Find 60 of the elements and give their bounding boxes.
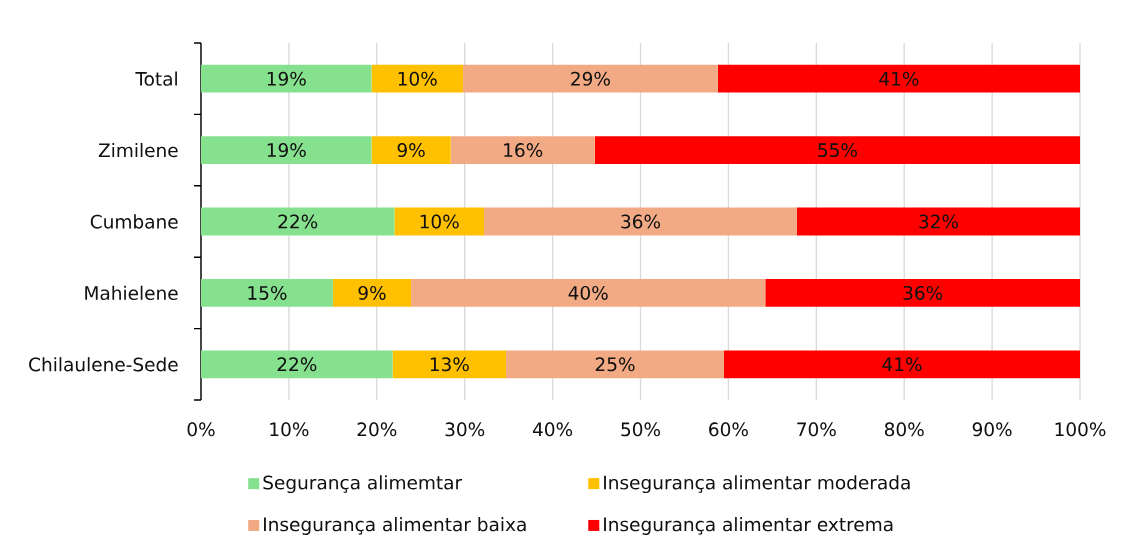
data-label: 19% — [267, 71, 306, 86]
legend-label: Insegurança alimentar moderada — [604, 475, 910, 494]
y-tick-label: Cumbane — [90, 214, 178, 229]
x-tick-label: 30% — [445, 422, 485, 437]
x-tick-label: 90% — [972, 422, 1012, 437]
bar — [450, 136, 595, 165]
data-label: 55% — [818, 143, 857, 158]
bar — [201, 278, 333, 307]
bar — [371, 64, 463, 93]
bar — [462, 64, 718, 93]
bar — [411, 278, 766, 307]
x-tick-label: 70% — [797, 422, 836, 437]
x-tick-label: 40% — [532, 422, 573, 437]
x-tick-label: 100% — [1055, 422, 1106, 437]
data-label: 19% — [267, 143, 306, 158]
bar — [201, 207, 395, 236]
data-label: 29% — [571, 71, 610, 86]
bar — [484, 207, 797, 236]
x-tick-label: 10% — [270, 422, 309, 437]
data-label: 36% — [903, 285, 943, 300]
y-tick-label: Mahielene — [85, 285, 178, 301]
data-label: 9% — [358, 285, 386, 300]
bar — [371, 136, 451, 165]
legend-label: Segurança alimemtar — [263, 475, 463, 494]
x-tick-label: 80% — [884, 422, 924, 437]
bar — [796, 207, 1081, 236]
bar — [717, 64, 1081, 93]
data-label: 13% — [430, 357, 469, 372]
bar — [201, 64, 372, 93]
data-label: 15% — [248, 285, 287, 300]
data-label: 22% — [278, 214, 318, 229]
y-tick-label: Zimilene — [98, 142, 178, 158]
bar — [594, 136, 1081, 165]
bar — [332, 278, 412, 307]
x-tick-label: 50% — [621, 422, 661, 437]
data-label: 41% — [879, 71, 919, 86]
x-tick-label: 0% — [187, 422, 215, 437]
data-label: 10% — [420, 214, 459, 229]
y-tick-label: Chilaulene-Sede — [29, 357, 178, 372]
bar — [392, 350, 507, 379]
data-label: 22% — [277, 357, 317, 372]
data-label: 32% — [919, 214, 959, 229]
data-label: 25% — [595, 357, 635, 372]
data-label: 36% — [621, 214, 661, 229]
data-label: 40% — [568, 285, 608, 300]
data-label: 9% — [397, 143, 425, 158]
data-label: 41% — [882, 357, 922, 372]
bar — [724, 350, 1081, 379]
data-label: 16% — [504, 143, 543, 158]
bar — [506, 350, 725, 379]
x-tick-label: 60% — [709, 422, 748, 437]
bar — [394, 207, 485, 236]
legend-label: Insegurança alimentar baixa — [264, 517, 526, 535]
legend-label: Insegurança alimentar extrema — [604, 517, 893, 535]
bar — [201, 350, 393, 379]
x-tick-label: 20% — [357, 422, 397, 437]
bar — [201, 136, 372, 165]
bar — [765, 278, 1081, 307]
y-tick-label: Total — [135, 71, 177, 86]
data-label: 10% — [398, 71, 437, 86]
